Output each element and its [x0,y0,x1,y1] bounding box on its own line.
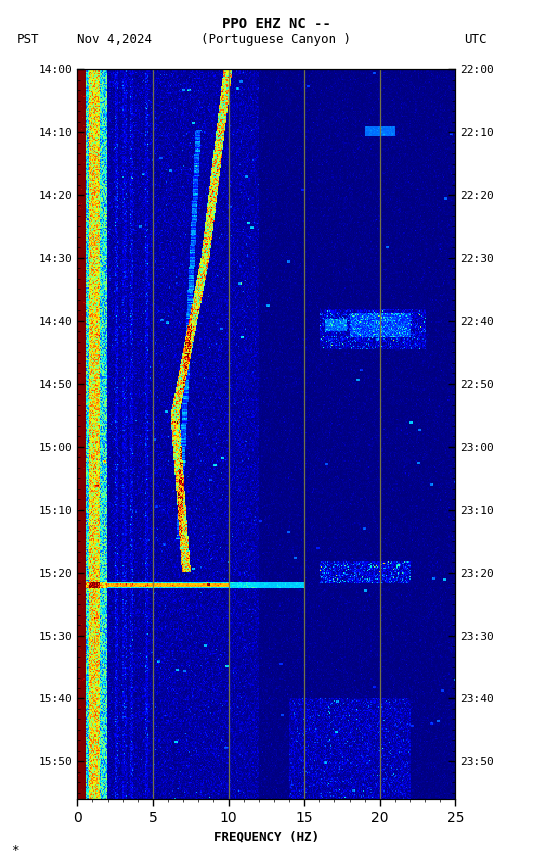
Text: UTC: UTC [464,33,486,46]
X-axis label: FREQUENCY (HZ): FREQUENCY (HZ) [214,830,319,843]
Text: Nov 4,2024: Nov 4,2024 [77,33,152,46]
Text: *: * [11,844,19,857]
Text: PPO EHZ NC --: PPO EHZ NC -- [221,17,331,31]
Text: (Portuguese Canyon ): (Portuguese Canyon ) [201,33,351,46]
Text: PST: PST [17,33,39,46]
